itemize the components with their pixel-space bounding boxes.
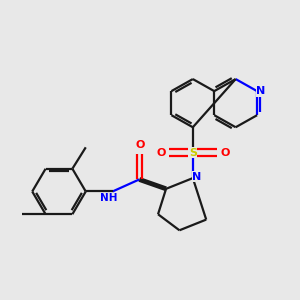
Text: NH: NH: [100, 193, 117, 203]
Text: N: N: [256, 86, 266, 96]
Text: S: S: [189, 148, 197, 158]
Text: O: O: [156, 148, 165, 158]
Text: O: O: [135, 140, 145, 150]
Text: O: O: [220, 148, 230, 158]
Text: N: N: [192, 172, 202, 182]
